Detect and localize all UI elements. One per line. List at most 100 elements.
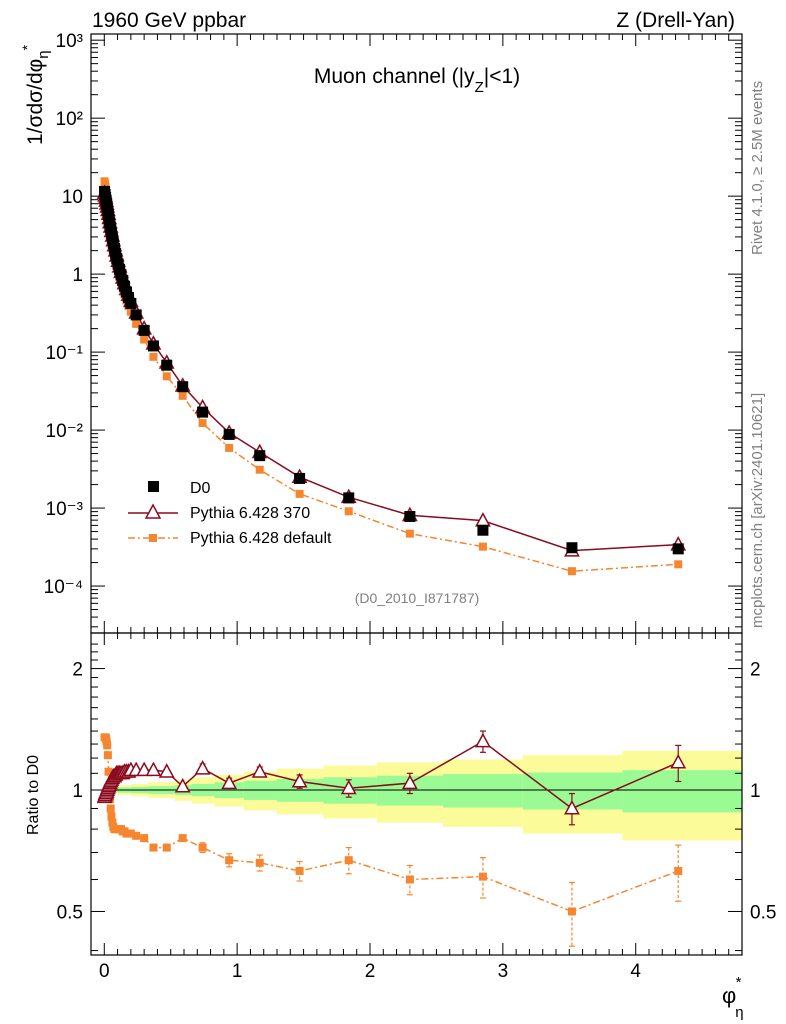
d0-data-point: [117, 274, 129, 286]
ratio-pythia370-point: [145, 761, 162, 777]
band-inner-segment: [443, 774, 523, 808]
pythia-default-point: [674, 560, 683, 569]
ratio-pythia370-point: [564, 799, 580, 815]
d0-data-point: [404, 510, 416, 522]
main-y-axis-title: 1/σdσ/dφη*: [19, 44, 52, 145]
legend-pythia370-label: Pythia 6.428 370: [190, 505, 310, 522]
pythia-default-point: [344, 507, 353, 516]
ratio-y-tick-label: 0.5: [57, 902, 83, 923]
legend-pythia-default-label: Pythia 6.428 default: [190, 530, 332, 547]
y-tick-label: 10⁻²: [46, 421, 84, 442]
ratio-pythia-default-point: [140, 834, 149, 843]
y-tick-label: 10²: [56, 109, 83, 130]
d0-data-point: [147, 340, 159, 352]
legend-pythia-default-marker: [149, 534, 157, 542]
d0-data-point: [566, 542, 578, 554]
pythia-default-point: [567, 567, 576, 576]
ratio-y-tick-label: 2: [72, 660, 83, 681]
ratio-pythia370-point: [670, 753, 687, 769]
rivet-version-label: Rivet 4.1.0, ≥ 2.5M events: [749, 81, 766, 255]
main-panel: 10⁻⁴ 10⁻³ 10⁻² 10⁻¹ 1 10 10² 10³: [44, 31, 743, 955]
d0-data-point: [477, 524, 489, 536]
x-axis-title: φη*: [722, 974, 744, 1021]
band-inner-segment: [622, 770, 742, 813]
mcplots-label: mcplots.cern.ch [arXiv:2401.10621]: [749, 393, 766, 628]
pythia-default-point: [178, 391, 187, 400]
ratio-pythia370-point: [340, 779, 357, 795]
ratio-pythia-default-point: [103, 741, 112, 750]
pythia-default-point: [255, 465, 264, 474]
ratio-pythia-default-point: [103, 751, 112, 760]
ratio-pythia370-point: [194, 760, 211, 775]
y-tick-label: 10³: [56, 31, 83, 52]
pythia-default-point: [225, 443, 234, 452]
d0-data-point: [343, 492, 355, 504]
ratio-y-axis-title: Ratio to D0: [25, 755, 42, 835]
d0-data-point: [130, 309, 142, 321]
ratio-pythia-default-point: [405, 875, 414, 884]
ratio-y-tick-label-right: 2: [750, 660, 761, 681]
ratio-pythia-default-point: [198, 843, 207, 852]
x-tick-label: 3: [498, 961, 509, 982]
analysis-id: (D0_2010_I871787): [355, 590, 480, 606]
ratio-pythia-default-point: [106, 804, 115, 813]
pythia-default-point: [162, 372, 171, 381]
header-right: Z (Drell-Yan): [616, 9, 735, 32]
pythia-default-point: [478, 542, 487, 551]
ratio-pythia-default-point: [107, 812, 116, 821]
x-tick-label: 4: [630, 961, 641, 982]
d0-data-point: [115, 269, 127, 281]
ratio-pythia-default-point: [674, 866, 683, 875]
x-tick-label: 2: [365, 961, 376, 982]
d0-data-point: [177, 381, 189, 393]
pythia-default-point: [149, 352, 158, 361]
ratio-pythia-default-point: [478, 872, 487, 881]
pythia-default-point: [405, 529, 414, 538]
y-tick-label: 10⁻⁴: [44, 577, 83, 598]
main-title: Muon channel (|yZ|<1): [314, 65, 520, 96]
ratio-pythia-default-point: [132, 831, 141, 840]
ratio-pythia370-point: [158, 763, 175, 778]
ratio-y-tick-label-right: 1: [750, 781, 761, 802]
ratio-pythia-default-point: [344, 856, 353, 865]
ratio-pythia-default-point: [567, 907, 576, 916]
ratio-pythia370-point: [475, 732, 491, 748]
ratio-frame: [90, 632, 743, 956]
pythia-default-point: [198, 419, 207, 428]
ratio-panel: 0 1 2 3 4 0.5 0.5 1 1 2 2: [57, 34, 776, 982]
ratio-pythia-default-point: [255, 858, 264, 867]
d0-data-point: [254, 450, 266, 462]
header-left: 1960 GeV ppbar: [92, 9, 246, 32]
ratio-pythia-default-point: [126, 829, 135, 838]
main-frame: [90, 33, 743, 634]
y-tick-label: 10: [62, 187, 83, 208]
y-tick-label: 10⁻³: [46, 499, 84, 520]
ratio-pythia-default-point: [108, 818, 117, 827]
x-tick-label: 0: [99, 961, 110, 982]
y-tick-label: 1: [72, 265, 83, 286]
legend-d0-label: D0: [190, 480, 211, 497]
ratio-y-tick-label: 1: [72, 781, 83, 802]
ratio-pythia370-point: [174, 777, 191, 793]
ratio-pythia-default-point: [104, 767, 113, 776]
legend-d0-marker: [148, 481, 159, 492]
ratio-pythia370-point: [251, 763, 268, 778]
ratio-pythia370-point: [136, 761, 153, 777]
d0-data-point: [672, 543, 684, 555]
x-tick-label: 1: [232, 961, 243, 982]
ratio-y-tick-label-right: 0.5: [750, 902, 776, 923]
ratio-pythia-default-point: [149, 843, 158, 852]
ratio-pythia370-point: [291, 772, 308, 788]
legend-pythia370-marker: [144, 503, 162, 519]
d0-data-point: [122, 292, 134, 304]
d0-data-point: [120, 286, 132, 298]
ratio-pythia370-point: [221, 774, 238, 790]
d0-data-point: [223, 428, 235, 440]
ratio-pythia-default-point: [295, 866, 304, 875]
ratio-pythia-default-point: [225, 856, 234, 865]
d0-data-point: [197, 406, 209, 418]
ratio-pythia-default-point: [178, 834, 187, 843]
pythia-default-point: [140, 335, 149, 344]
d0-data-point: [138, 324, 150, 336]
